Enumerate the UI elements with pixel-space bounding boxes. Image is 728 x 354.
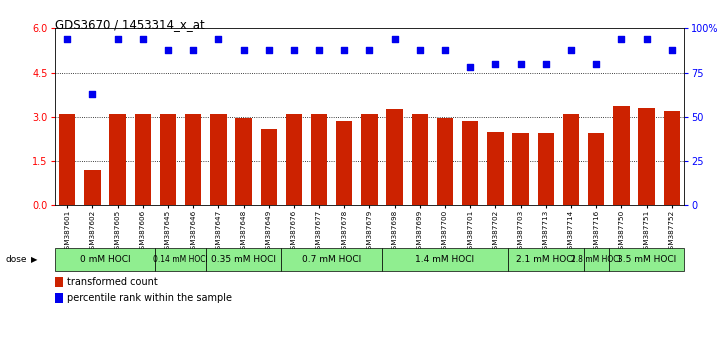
Point <box>237 47 249 52</box>
Bar <box>84 170 100 205</box>
Bar <box>588 133 604 205</box>
Text: dose: dose <box>6 255 28 264</box>
Text: 1.4 mM HOCl: 1.4 mM HOCl <box>416 255 475 264</box>
Bar <box>155 248 206 271</box>
Point <box>540 61 552 67</box>
Point <box>339 47 350 52</box>
Point <box>414 47 426 52</box>
Point <box>187 47 199 52</box>
Point <box>590 61 602 67</box>
Point <box>61 36 73 42</box>
Bar <box>159 114 176 205</box>
Point <box>363 47 376 52</box>
Text: ▶: ▶ <box>31 255 37 264</box>
Bar <box>210 114 226 205</box>
Point <box>565 47 577 52</box>
Text: 0.35 mM HOCl: 0.35 mM HOCl <box>211 255 276 264</box>
Point <box>439 47 451 52</box>
Bar <box>508 248 584 271</box>
Point <box>213 36 224 42</box>
Point <box>389 36 400 42</box>
Bar <box>537 133 554 205</box>
Bar <box>135 114 151 205</box>
Bar <box>663 111 680 205</box>
Text: transformed count: transformed count <box>67 277 158 287</box>
Point <box>288 47 300 52</box>
Bar <box>261 129 277 205</box>
Bar <box>382 248 508 271</box>
Bar <box>613 107 630 205</box>
Point <box>666 47 678 52</box>
Point <box>162 47 174 52</box>
Bar <box>55 248 155 271</box>
Bar <box>281 248 382 271</box>
Bar <box>59 114 76 205</box>
Text: percentile rank within the sample: percentile rank within the sample <box>67 293 232 303</box>
Bar <box>387 109 403 205</box>
Bar <box>584 248 609 271</box>
Bar <box>609 248 684 271</box>
Bar <box>235 118 252 205</box>
Point <box>313 47 325 52</box>
Text: 0.14 mM HOCl: 0.14 mM HOCl <box>153 255 208 264</box>
Bar <box>109 114 126 205</box>
Bar <box>336 121 352 205</box>
Text: 0.7 mM HOCl: 0.7 mM HOCl <box>302 255 361 264</box>
Text: 3.5 mM HOCl: 3.5 mM HOCl <box>617 255 676 264</box>
Bar <box>361 114 378 205</box>
Point <box>137 36 149 42</box>
Bar <box>411 114 428 205</box>
Text: 2.1 mM HOCl: 2.1 mM HOCl <box>516 255 575 264</box>
Point <box>263 47 274 52</box>
Point <box>112 36 124 42</box>
Point <box>616 36 628 42</box>
Bar <box>437 118 454 205</box>
Bar <box>285 114 302 205</box>
Bar <box>563 114 579 205</box>
Bar <box>513 133 529 205</box>
Bar <box>206 248 281 271</box>
Bar <box>462 121 478 205</box>
Point <box>464 64 476 70</box>
Text: GDS3670 / 1453314_x_at: GDS3670 / 1453314_x_at <box>55 18 205 31</box>
Bar <box>185 114 202 205</box>
Point <box>87 91 98 97</box>
Point <box>515 61 526 67</box>
Point <box>489 61 501 67</box>
Point <box>641 36 652 42</box>
Text: 2.8 mM HOCl: 2.8 mM HOCl <box>571 255 621 264</box>
Text: 0 mM HOCl: 0 mM HOCl <box>79 255 130 264</box>
Bar <box>487 132 504 205</box>
Bar <box>311 114 328 205</box>
Bar <box>638 108 654 205</box>
